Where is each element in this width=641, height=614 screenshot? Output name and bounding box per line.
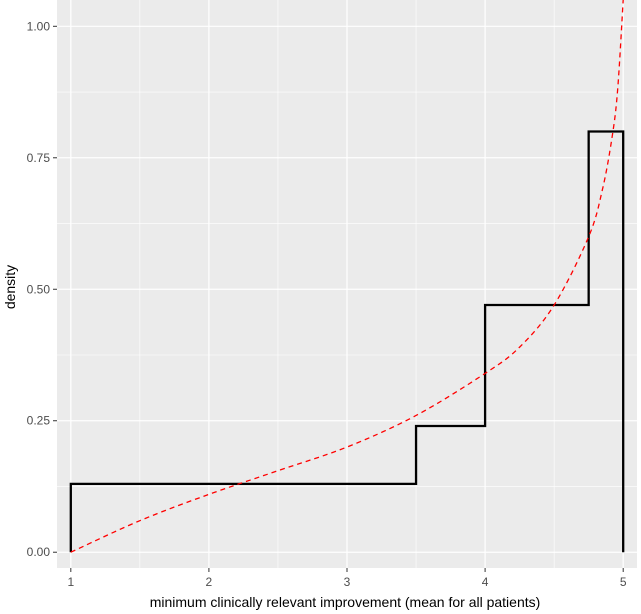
x-tick-label: 3 — [344, 575, 351, 589]
y-tick-label: 1.00 — [27, 19, 51, 33]
y-axis: 0.00 0.25 0.50 0.75 1.00 — [27, 19, 57, 559]
grid-major — [57, 0, 637, 568]
y-tick-label: 0.75 — [27, 151, 51, 165]
x-tick-label: 2 — [206, 575, 213, 589]
histogram-step-line — [69, 130, 625, 553]
y-tick-label: 0.00 — [27, 545, 51, 559]
x-axis: 1 2 3 4 5 — [67, 568, 627, 589]
y-axis-title: density — [2, 265, 18, 309]
density-curve-line — [70, 0, 624, 553]
x-axis-title: minimum clinically relevant improvement … — [150, 594, 541, 610]
y-tick-label: 0.25 — [27, 414, 51, 428]
series-layer — [69, 0, 625, 553]
x-tick-label: 1 — [67, 575, 74, 589]
x-tick-label: 5 — [620, 575, 627, 589]
x-tick-label: 4 — [482, 575, 489, 589]
y-tick-label: 0.50 — [27, 282, 51, 296]
